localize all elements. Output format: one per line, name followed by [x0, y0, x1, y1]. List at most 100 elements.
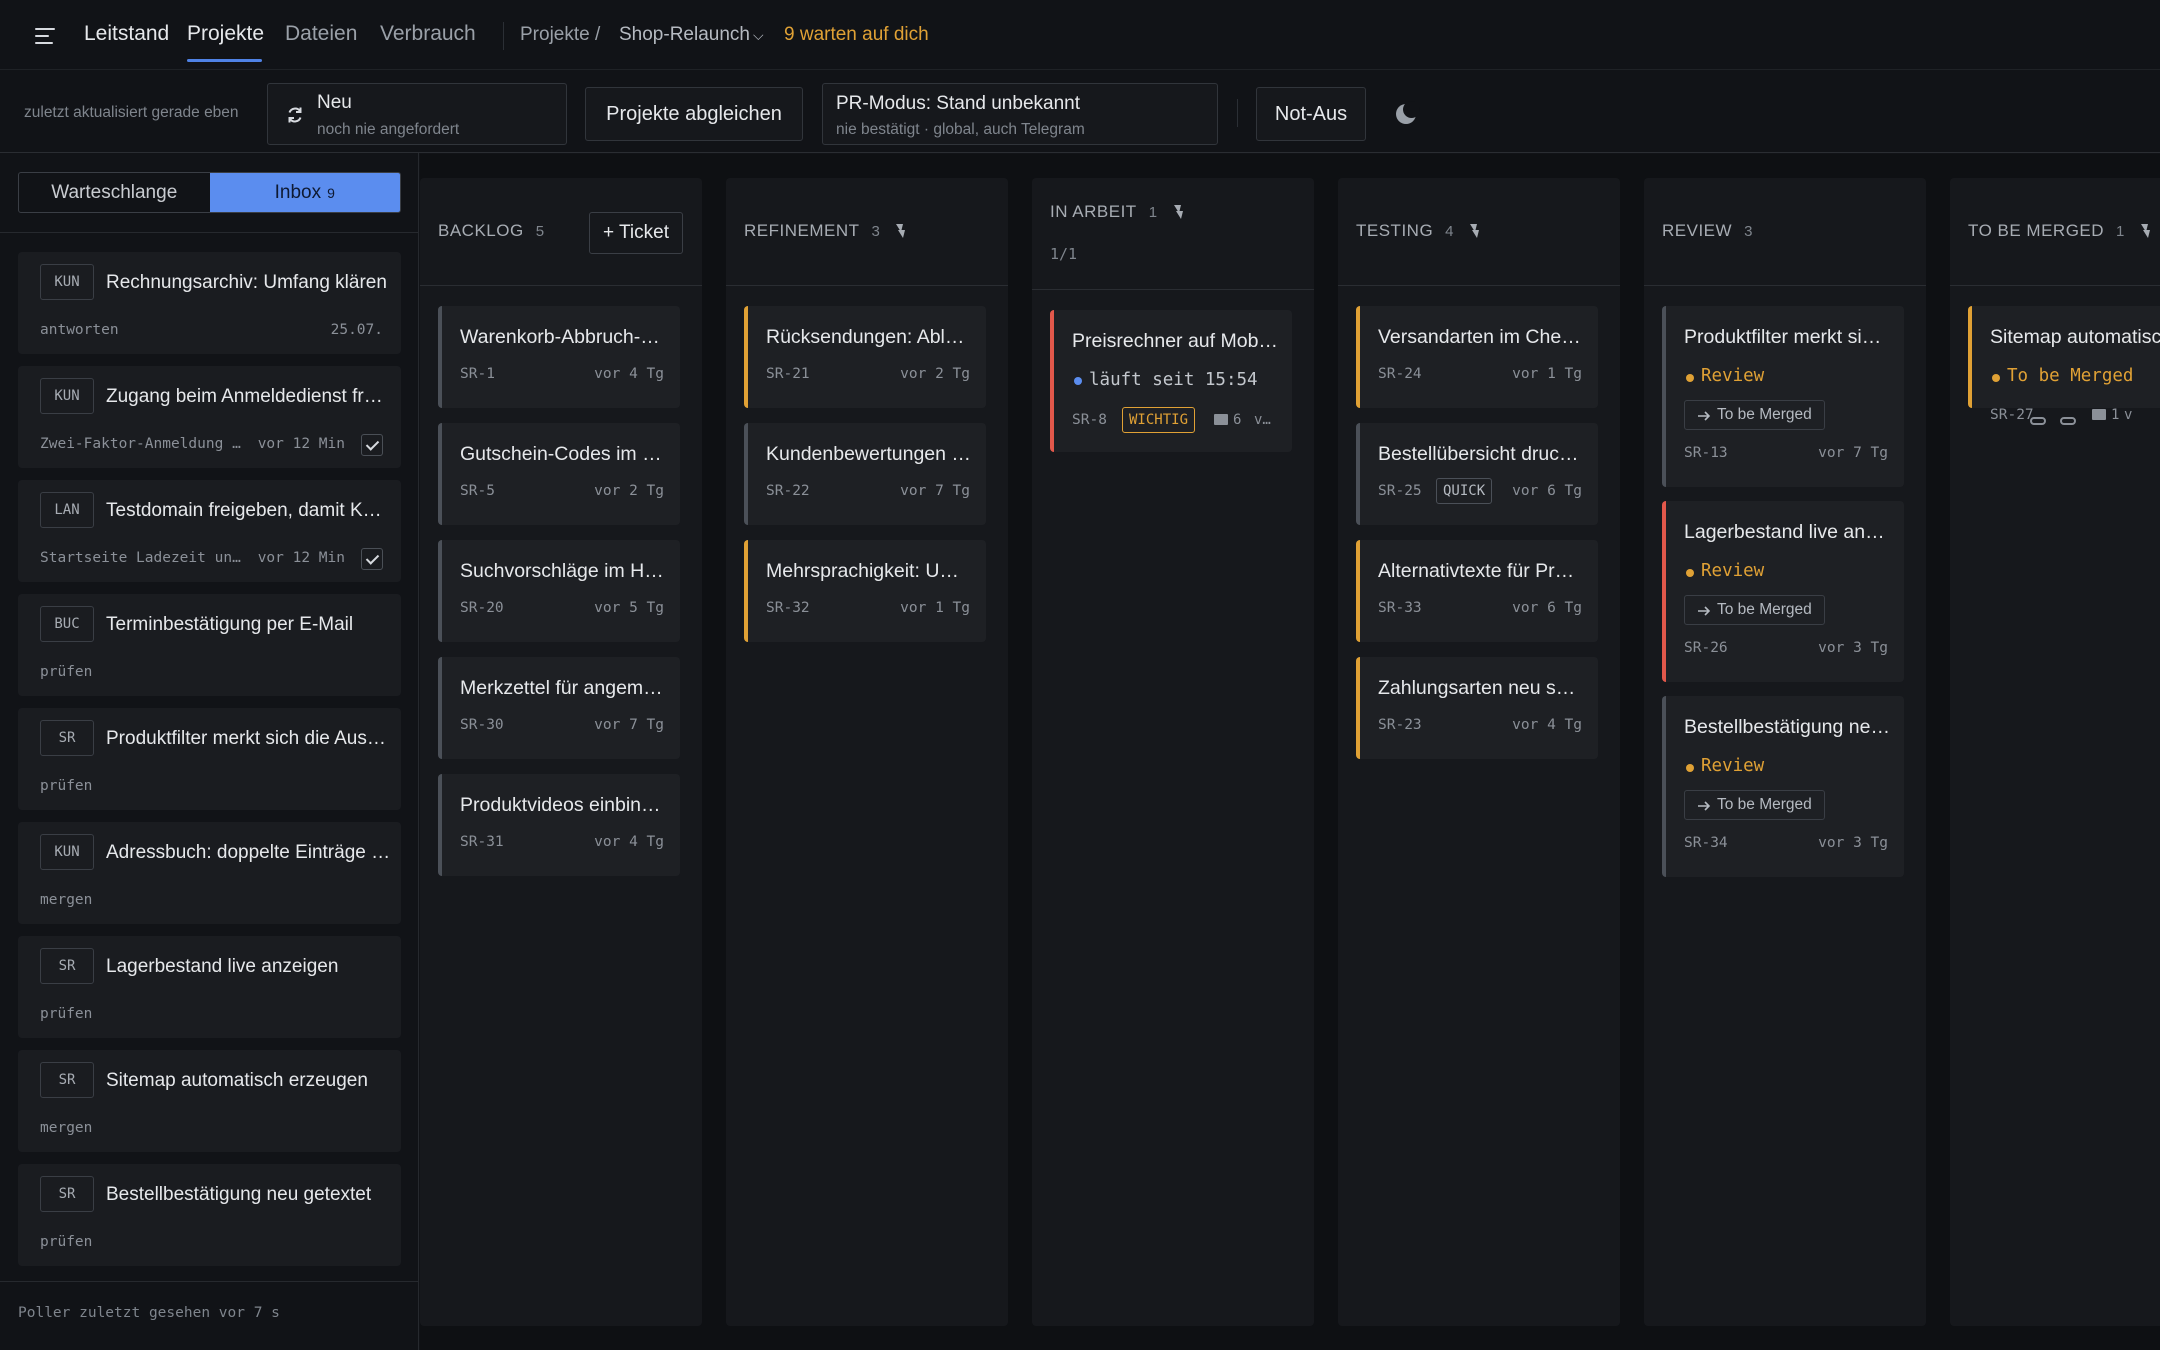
- ticket-card[interactable]: Rücksendungen: Ablauf klären SR-21 vor 2…: [744, 306, 986, 408]
- toolbar: zuletzt aktualisiert gerade eben Neu noc…: [0, 71, 2160, 153]
- inbox-item-subtitle: Zwei-Faktor-Anmeldung vorbereiten: [40, 436, 245, 452]
- card-title: Warenkorb-Abbruch-Mails: [460, 326, 666, 348]
- ticket-card[interactable]: Preisrechner auf Mobilgeräten läuft seit…: [1050, 310, 1292, 452]
- check-icon[interactable]: [361, 548, 383, 570]
- inbox-item-date: 25.07.: [330, 322, 383, 338]
- waiting-count-link[interactable]: 9 warten auf dich: [784, 24, 929, 45]
- nav-tab-verbrauch[interactable]: Verbrauch: [380, 22, 476, 45]
- ticket-card[interactable]: Produktfilter merkt sich die Auswahl Rev…: [1662, 306, 1904, 487]
- sidebar-divider: [0, 232, 419, 233]
- arrow-right-icon: [1698, 411, 1711, 421]
- card-id: SR-33: [1378, 600, 1422, 616]
- column-title: REFINEMENT 3: [744, 221, 904, 241]
- column-title-text: TO BE MERGED: [1968, 221, 2105, 240]
- emergency-stop-button[interactable]: Not-Aus: [1256, 87, 1366, 141]
- inbox-item[interactable]: SR Lagerbestand live anzeigen prüfen: [18, 936, 401, 1038]
- toolbar-divider: [1237, 99, 1238, 127]
- inbox-item-action: mergen: [40, 892, 93, 908]
- card-id: SR-21: [766, 366, 810, 382]
- chevron-down-icon: ⌵: [752, 27, 764, 43]
- breadcrumb-root[interactable]: Projekte: [520, 24, 590, 45]
- inbox-item-action: prüfen: [40, 1234, 93, 1250]
- card-title: Rücksendungen: Ablauf klären: [766, 326, 972, 348]
- comment-icon: [1214, 414, 1228, 425]
- comment-icon: [2092, 409, 2106, 420]
- inbox-item[interactable]: BUC Terminbestätigung per E-Mail prüfen: [18, 594, 401, 696]
- card-id: SR-23: [1378, 717, 1422, 733]
- ticket-card[interactable]: Bestellübersicht drucken SR-25 QUICK vor…: [1356, 423, 1598, 525]
- nav-tab-dateien[interactable]: Dateien: [285, 22, 358, 45]
- refresh-title: Neu: [317, 92, 352, 113]
- add-ticket-button[interactable]: + Ticket: [589, 212, 683, 254]
- nav-tab-projekte[interactable]: Projekte: [187, 22, 265, 45]
- move-label: To be Merged: [1717, 406, 1812, 423]
- inbox-item[interactable]: SR Bestellbestätigung neu getextet prüfe…: [18, 1164, 401, 1266]
- column-header: IN ARBEIT 1 1/1: [1032, 178, 1314, 290]
- ticket-card[interactable]: Warenkorb-Abbruch-Mails SR-1 vor 4 Tg: [438, 306, 680, 408]
- inbox-item-action: mergen: [40, 1120, 93, 1136]
- pr-mode-button[interactable]: PR-Modus: Stand unbekannt nie bestätigt …: [822, 83, 1218, 145]
- pr-mode-subtitle: nie bestätigt · global, auch Telegram: [836, 121, 1085, 138]
- card-id: SR-27: [1990, 407, 2034, 423]
- ticket-card[interactable]: Kundenbewertungen anzeigen SR-22 vor 7 T…: [744, 423, 986, 525]
- inbox-item[interactable]: KUN Zugang beim Anmeldedienst freischalt…: [18, 366, 401, 468]
- column-title: IN ARBEIT 1: [1050, 202, 1182, 222]
- ticket-card[interactable]: Zahlungsarten neu sortieren SR-23 vor 4 …: [1356, 657, 1598, 759]
- card-age: vor 5 Tg: [594, 600, 664, 616]
- ticket-card[interactable]: Lagerbestand live anzeigen Review To be …: [1662, 501, 1904, 682]
- project-tag: SR: [40, 720, 94, 756]
- move-to-merged-button[interactable]: To be Merged: [1684, 400, 1825, 430]
- inbox-item-action: prüfen: [40, 1006, 93, 1022]
- move-to-merged-button[interactable]: To be Merged: [1684, 595, 1825, 625]
- card-title: Kundenbewertungen anzeigen: [766, 443, 972, 465]
- ticket-card[interactable]: Merkzettel für angemeldete Kunden SR-30 …: [438, 657, 680, 759]
- ticket-card[interactable]: Mehrsprachigkeit: Umfang SR-32 vor 1 Tg: [744, 540, 986, 642]
- move-to-merged-button[interactable]: To be Merged: [1684, 790, 1825, 820]
- inbox-item[interactable]: LAN Testdomain freigeben, damit Kunden t…: [18, 480, 401, 582]
- menu-icon[interactable]: [35, 28, 55, 44]
- card-id: SR-5: [460, 483, 495, 499]
- card-extra: v…: [1254, 412, 1271, 428]
- card-age: vor 7 Tg: [594, 717, 664, 733]
- column-title-text: REVIEW: [1662, 221, 1733, 240]
- ticket-card[interactable]: Gutschein-Codes im Checkout SR-5 vor 2 T…: [438, 423, 680, 525]
- column-review: REVIEW 3 Produktfilter merkt sich die Aus…: [1644, 178, 1926, 1326]
- ticket-card[interactable]: Alternativtexte für Produktbilder SR-33 …: [1356, 540, 1598, 642]
- project-tag: SR: [40, 1062, 94, 1098]
- inbox-item-title: Lagerbestand live anzeigen: [106, 956, 339, 977]
- card-status: Review: [1701, 756, 1765, 776]
- moon-icon[interactable]: [1396, 101, 1420, 124]
- inbox-item-title: Terminbestätigung per E-Mail: [106, 614, 354, 635]
- nav-brand-leitstand[interactable]: Leitstand: [84, 22, 170, 45]
- project-selector[interactable]: Shop-Relaunch ⌵: [619, 24, 764, 46]
- card-status: Review: [1701, 561, 1765, 581]
- inbox-item-title: Testdomain freigeben, damit Kunden teste…: [106, 500, 391, 521]
- column-title-text: BACKLOG: [438, 221, 524, 240]
- nav-divider: [503, 22, 504, 50]
- inbox-item[interactable]: SR Produktfilter merkt sich die Auswahl …: [18, 708, 401, 810]
- tab-inbox[interactable]: Inbox 9: [209, 173, 400, 212]
- card-age: vor 7 Tg: [1818, 445, 1888, 461]
- column-title-text: REFINEMENT: [744, 221, 860, 240]
- column-title-text: TESTING: [1356, 221, 1434, 240]
- project-tag: LAN: [40, 492, 94, 528]
- project-tag: SR: [40, 948, 94, 984]
- card-age: vor 3 Tg: [1818, 835, 1888, 851]
- inbox-item[interactable]: KUN Rechnungsarchiv: Umfang klären antwo…: [18, 252, 401, 354]
- inbox-item[interactable]: KUN Adressbuch: doppelte Einträge zusamm…: [18, 822, 401, 924]
- ticket-card[interactable]: Versandarten im Checkout SR-24 vor 1 Tg: [1356, 306, 1598, 408]
- check-icon[interactable]: [361, 434, 383, 456]
- inbox-item[interactable]: SR Sitemap automatisch erzeugen mergen: [18, 1050, 401, 1152]
- ticket-card[interactable]: Produktvideos einbinden SR-31 vor 4 Tg: [438, 774, 680, 876]
- running-indicator: [1074, 377, 1082, 385]
- ticket-card[interactable]: Sitemap automatisch erzeugen To be Merge…: [1968, 306, 2160, 423]
- ticket-card[interactable]: Suchvorschläge im Header SR-20 vor 5 Tg: [438, 540, 680, 642]
- project-tag: KUN: [40, 264, 94, 300]
- card-title: Sitemap automatisch erzeugen: [1990, 326, 2160, 348]
- ticket-card[interactable]: Bestellbestätigung neu getextet Review T…: [1662, 696, 1904, 877]
- status-dot: [1686, 764, 1694, 772]
- tab-warteschlange[interactable]: Warteschlange: [51, 181, 178, 203]
- refresh-button[interactable]: Neu noch nie angefordert: [267, 83, 567, 145]
- sync-projects-button[interactable]: Projekte abgleichen: [585, 87, 803, 141]
- card-age: vor 4 Tg: [594, 366, 664, 382]
